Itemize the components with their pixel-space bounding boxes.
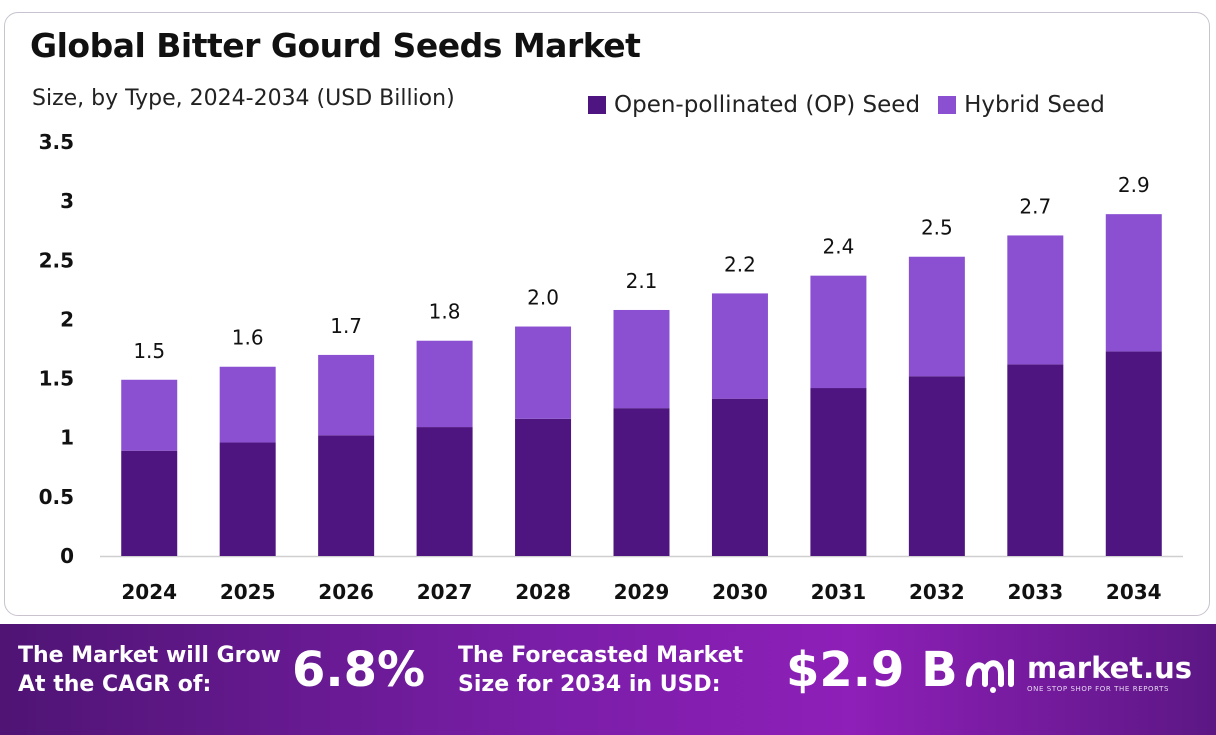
bar-total-label: 1.8 — [429, 300, 461, 324]
x-tick-label: 2028 — [515, 580, 571, 604]
bar-hybrid-seed — [219, 366, 276, 443]
bar-hybrid-seed — [908, 256, 965, 377]
bar-op-seed — [219, 442, 276, 556]
x-tick-label: 2024 — [121, 580, 177, 604]
y-tick-label: 2 — [60, 307, 74, 331]
x-tick-label: 2034 — [1106, 580, 1162, 604]
brand-tagline: ONE STOP SHOP FOR THE REPORTS — [1027, 685, 1170, 693]
bar-hybrid-seed — [810, 275, 867, 389]
bar-total-label: 2.7 — [1019, 194, 1051, 218]
bar-chart: 0 0.5 1 1.5 2 2.5 3 3.5 1.5 2024 1.6 2025 1.7 2026 1.8… — [39, 130, 1183, 604]
y-tick-label: 3.5 — [39, 130, 74, 154]
bar-hybrid-seed — [318, 354, 375, 436]
bar-hybrid-seed — [711, 293, 768, 399]
bar-op-seed — [416, 427, 473, 556]
bar-total-label: 1.5 — [133, 339, 165, 363]
y-tick-label: 0.5 — [39, 485, 74, 509]
x-tick-label: 2029 — [614, 580, 670, 604]
brand-name: market.us — [1027, 651, 1193, 685]
market-us-logo-icon — [966, 659, 1014, 693]
bar-total-label: 2.0 — [527, 286, 559, 310]
legend-label-hybrid-seed: Hybrid Seed — [964, 92, 1105, 118]
bar-hybrid-seed — [416, 340, 473, 428]
x-tick-label: 2032 — [909, 580, 965, 604]
x-tick-label: 2033 — [1007, 580, 1063, 604]
y-tick-label: 0 — [60, 544, 74, 568]
bar-hybrid-seed — [515, 326, 572, 419]
bar-total-label: 2.4 — [823, 235, 855, 259]
y-tick-label: 3 — [60, 189, 74, 213]
bar-hybrid-seed — [1007, 235, 1064, 365]
x-tick-label: 2025 — [220, 580, 276, 604]
bar-hybrid-seed — [1105, 214, 1162, 352]
bar-total-label: 2.1 — [626, 269, 658, 293]
bar-op-seed — [711, 398, 768, 556]
legend-swatch-hybrid-seed — [938, 96, 957, 114]
cagr-label: The Market will Grow At the CAGR of: — [18, 641, 281, 699]
legend-item-hybrid-seed: Hybrid Seed — [938, 92, 1105, 118]
legend-swatch-op-seed — [588, 96, 606, 114]
bar-hybrid-seed — [613, 309, 670, 409]
legend-label-op-seed: Open-pollinated (OP) Seed — [614, 92, 921, 118]
x-tick-label: 2030 — [712, 580, 768, 604]
cagr-label-line2: At the CAGR of: — [18, 672, 212, 697]
legend-item-op-seed: Open-pollinated (OP) Seed — [588, 92, 920, 118]
x-tick-label: 2027 — [417, 580, 473, 604]
brand-logo: market.us ONE STOP SHOP FOR THE REPORTS — [965, 650, 1192, 696]
forecast-label-line1: The Forecasted Market — [458, 643, 744, 668]
bar-op-seed — [515, 418, 572, 556]
y-tick-label: 2.5 — [39, 248, 74, 272]
forecast-label-line2: Size for 2034 in USD: — [458, 672, 721, 697]
bar-op-seed — [908, 376, 965, 556]
bar-total-label: 2.2 — [724, 252, 756, 276]
bar-op-seed — [1105, 351, 1162, 556]
cagr-value: 6.8% — [292, 642, 426, 698]
forecast-label: The Forecasted Market Size for 2034 in U… — [458, 641, 743, 699]
bar-hybrid-seed — [121, 379, 178, 451]
bar-op-seed — [810, 388, 867, 556]
bar-total-label: 2.5 — [921, 216, 953, 240]
cagr-label-line1: The Market will Grow — [18, 643, 281, 668]
y-tick-label: 1.5 — [39, 367, 74, 391]
y-tick-label: 1 — [60, 426, 74, 450]
chart-legend: Open-pollinated (OP) Seed Hybrid Seed — [588, 92, 1123, 118]
x-tick-label: 2026 — [318, 580, 374, 604]
bar-op-seed — [318, 435, 375, 556]
chart-subtitle: Size, by Type, 2024-2034 (USD Billion) — [32, 86, 455, 111]
bar-op-seed — [1007, 364, 1064, 556]
bar-total-label: 1.7 — [330, 314, 362, 338]
summary-footer: The Market will Grow At the CAGR of: 6.8… — [0, 624, 1216, 735]
bar-total-label: 1.6 — [232, 326, 264, 350]
x-tick-label: 2031 — [811, 580, 867, 604]
bar-op-seed — [613, 408, 670, 556]
bar-op-seed — [121, 450, 178, 556]
chart-title: Global Bitter Gourd Seeds Market — [30, 26, 641, 65]
bar-total-label: 2.9 — [1118, 173, 1150, 197]
forecast-value: $2.9 B — [786, 642, 958, 698]
